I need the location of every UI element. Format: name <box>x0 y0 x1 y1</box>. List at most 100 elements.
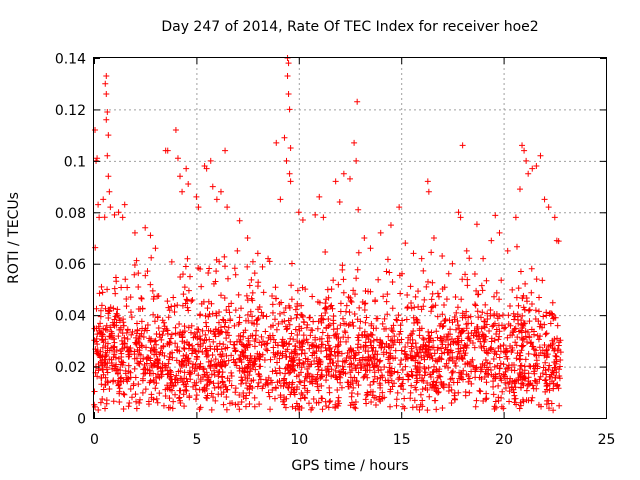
data-point-29 <box>183 165 190 172</box>
data-point-43 <box>254 250 261 257</box>
data-point-59 <box>312 211 319 218</box>
data-point-96 <box>523 157 530 164</box>
data-point-87 <box>471 271 478 277</box>
data-point-56 <box>287 178 294 185</box>
data-point-64 <box>340 170 347 177</box>
data-point-90 <box>496 229 503 236</box>
data-point-80 <box>430 235 437 241</box>
data-point-86 <box>463 247 470 254</box>
data-point-13 <box>105 173 112 180</box>
data-point-3 <box>95 201 102 208</box>
y-tick-label-1: 0.02 <box>55 360 86 376</box>
plot-frame <box>93 57 607 419</box>
x-axis-title: GPS time / hours <box>291 458 408 474</box>
data-point-93 <box>516 186 523 193</box>
data-point-38 <box>217 188 224 195</box>
data-point-58 <box>299 217 306 223</box>
tick-labels-layer: 0 5 10 15 20 25 0 0.02 0.04 0.06 0.08 0.1 0.12 0.14 <box>55 52 616 449</box>
data-point-79 <box>425 188 432 195</box>
y-tick-label-5: 0.1 <box>64 154 86 170</box>
data-point-0 <box>92 127 99 133</box>
data-point-15 <box>107 204 114 211</box>
y-tick-label-4: 0.08 <box>55 206 86 222</box>
data-point-22 <box>152 245 159 252</box>
data-point-84 <box>457 214 464 221</box>
data-point-26 <box>174 155 181 162</box>
dense-data-cloud <box>91 212 564 414</box>
data-point-28 <box>179 188 186 195</box>
data-point-85 <box>459 142 466 149</box>
data-point-53 <box>286 106 293 113</box>
data-point-89 <box>488 237 495 244</box>
x-tick-label-2: 10 <box>290 432 308 448</box>
data-point-46 <box>277 196 284 203</box>
data-point-98 <box>529 165 536 172</box>
data-points-layer <box>91 55 564 414</box>
y-axis-title: ROTI / TECUs <box>6 192 22 284</box>
data-point-62 <box>332 178 339 185</box>
data-point-73 <box>387 222 394 229</box>
data-point-66 <box>351 139 358 146</box>
data-point-65 <box>347 175 353 182</box>
y-tick-label-2: 0.04 <box>55 309 86 325</box>
data-point-88 <box>480 255 487 262</box>
x-tick-label-0: 0 <box>90 432 99 448</box>
data-point-104 <box>553 237 560 244</box>
data-point-94 <box>519 142 526 149</box>
x-tick-label-3: 15 <box>393 432 411 448</box>
data-point-50 <box>285 60 292 67</box>
data-point-102 <box>545 204 552 211</box>
data-point-69 <box>355 206 362 213</box>
data-point-41 <box>234 247 241 254</box>
data-point-71 <box>367 245 374 252</box>
data-point-92 <box>512 214 519 221</box>
data-point-42 <box>244 235 251 241</box>
data-point-45 <box>273 139 280 146</box>
data-point-37 <box>213 196 220 203</box>
data-point-76 <box>410 250 417 257</box>
data-point-82 <box>449 260 456 267</box>
data-point-18 <box>119 214 126 221</box>
data-point-77 <box>418 255 425 262</box>
x-tick-label-5: 25 <box>598 432 616 448</box>
y-tick-label-3: 0.06 <box>55 257 86 273</box>
data-point-14 <box>106 188 113 195</box>
data-point-30 <box>185 181 192 187</box>
data-point-44 <box>265 255 272 262</box>
data-point-99 <box>533 163 540 169</box>
x-tick-label-4: 20 <box>495 432 513 448</box>
data-point-10 <box>103 116 110 123</box>
data-point-83 <box>455 209 462 216</box>
data-point-97 <box>525 170 532 177</box>
data-point-7 <box>103 73 110 79</box>
data-point-81 <box>439 253 446 259</box>
y-tick-label-6: 0.12 <box>55 103 86 119</box>
ticks-layer <box>94 58 607 419</box>
data-point-1 <box>93 157 100 164</box>
data-point-31 <box>193 193 200 200</box>
data-point-34 <box>203 165 210 172</box>
data-point-4 <box>96 214 103 221</box>
data-point-91 <box>504 247 511 254</box>
data-point-55 <box>286 170 293 177</box>
data-point-12 <box>104 152 111 159</box>
data-point-8 <box>103 91 110 97</box>
data-point-78 <box>424 178 431 185</box>
data-point-19 <box>121 201 128 208</box>
data-point-51 <box>284 73 291 79</box>
data-point-63 <box>336 199 343 205</box>
chart-title: Day 247 of 2014, Rate Of TEC Index for r… <box>161 19 538 35</box>
data-point-39 <box>222 147 229 154</box>
data-point-25 <box>172 127 179 133</box>
y-tick-label-7: 0.14 <box>55 52 86 68</box>
data-point-68 <box>354 98 361 105</box>
data-point-9 <box>104 109 111 115</box>
data-point-52 <box>285 91 292 97</box>
data-point-95 <box>521 147 528 154</box>
y-tick-label-0: 0 <box>77 412 86 428</box>
data-point-20 <box>131 229 138 236</box>
data-point-24 <box>164 147 171 154</box>
x-tick-label-1: 5 <box>192 432 201 448</box>
data-point-100 <box>537 152 544 159</box>
